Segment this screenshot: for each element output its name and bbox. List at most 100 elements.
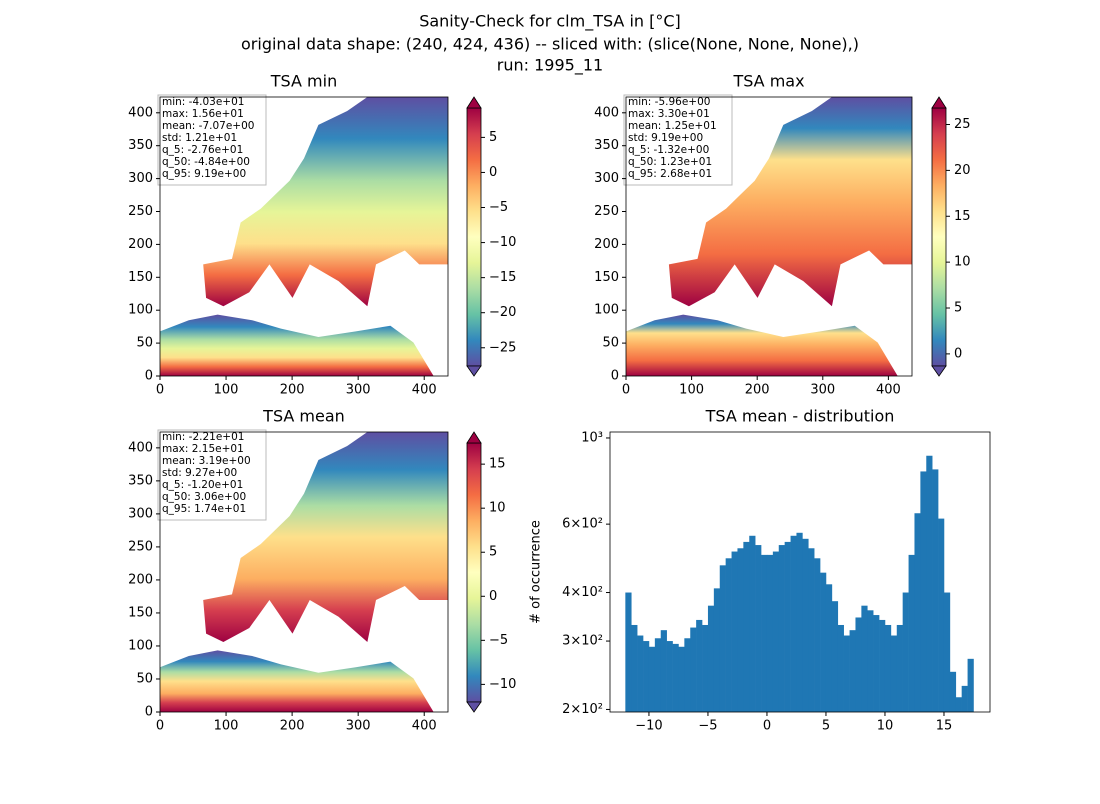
colorbar: [466, 107, 482, 367]
stats-line: std: 9.19e+00: [628, 132, 703, 144]
stats-line: q_50: 1.23e+01: [628, 156, 712, 168]
bar: [961, 685, 968, 712]
colorbar-tick-label: 0: [489, 589, 497, 604]
bar: [955, 697, 962, 712]
y-tick-label: 100: [128, 303, 153, 318]
suptitle: run: 1995_11: [497, 56, 603, 76]
colorbar-tick-label: 5: [489, 545, 497, 560]
colorbar-extend: [931, 365, 947, 377]
x-tick-label: 15: [936, 719, 953, 734]
y-tick-label: 250: [128, 204, 153, 219]
bar: [678, 646, 685, 712]
colorbar-tick-label: 15: [954, 209, 971, 224]
bar: [802, 538, 809, 712]
y-tick-label: 4×10²: [562, 585, 603, 600]
axes-frame: [159, 431, 449, 713]
stats-line: mean: -7.07e+00: [162, 120, 254, 132]
colorbar-tick-label: −10: [489, 235, 516, 250]
bar: [855, 617, 862, 712]
land-area: [160, 314, 434, 376]
bar: [938, 518, 945, 712]
x-tick-label: 200: [280, 383, 305, 398]
y-tick-label: 300: [128, 506, 153, 521]
stats-line: std: 1.21e+01: [162, 132, 237, 144]
x-tick-label: 300: [346, 383, 371, 398]
axes-frame: [159, 96, 449, 377]
stats-line: q_5: -2.76e+01: [162, 144, 243, 156]
bar: [873, 615, 880, 712]
bar: [707, 605, 715, 712]
bar: [766, 554, 774, 712]
bar: [890, 635, 898, 712]
colorbar-extend: [466, 701, 482, 713]
y-tick-label: 250: [128, 539, 153, 554]
bar: [825, 584, 833, 712]
x-tick-label: 400: [412, 719, 437, 734]
stats-line: q_50: -4.84e+00: [162, 156, 250, 168]
x-tick-label: 0: [763, 719, 771, 734]
y-tick-label: 350: [128, 473, 153, 488]
stats-line: q_95: 1.74e+01: [162, 503, 246, 515]
bar: [902, 592, 909, 712]
axes-frame: [609, 431, 991, 713]
colorbar-tick-label: −10: [489, 677, 516, 692]
stats-box: [623, 94, 733, 186]
y-tick-label: 150: [128, 605, 153, 620]
bar: [784, 541, 791, 712]
x-tick-label: 0: [156, 719, 164, 734]
bar: [702, 624, 709, 712]
y-tick-label: 350: [128, 138, 153, 153]
x-tick-label: 100: [214, 383, 239, 398]
bar: [690, 627, 697, 712]
bar: [820, 572, 827, 712]
y-tick-label: 10³: [581, 430, 603, 445]
land-area: [668, 97, 912, 307]
suptitle: original data shape: (240, 424, 436) -- …: [241, 35, 859, 54]
x-tick-label: −5: [698, 719, 717, 734]
land-area: [203, 97, 448, 307]
colorbar-tick-label: −25: [489, 340, 516, 355]
colorbar-extend: [931, 96, 947, 109]
stats-line: max: 2.15e+01: [162, 443, 244, 455]
y-tick-label: 100: [594, 303, 619, 318]
bar: [849, 630, 856, 712]
colorbar-tick-label: 20: [954, 163, 971, 178]
y-tick-label: 300: [594, 171, 619, 186]
x-tick-label: 200: [745, 383, 770, 398]
bar: [666, 641, 673, 712]
x-tick-label: 400: [412, 383, 437, 398]
bar: [926, 455, 933, 712]
bar: [648, 646, 656, 712]
bar: [737, 548, 744, 712]
colorbar-tick-label: 25: [954, 117, 971, 132]
bar: [790, 535, 797, 712]
y-tick-label: 200: [128, 572, 153, 587]
land-area: [626, 314, 898, 376]
bar: [932, 469, 939, 712]
x-tick-label: 300: [810, 383, 835, 398]
x-tick-label: −10: [635, 719, 662, 734]
stats-box: [157, 429, 267, 521]
bar: [743, 541, 750, 712]
suptitle: Sanity-Check for clm_TSA in [°C]: [419, 12, 681, 32]
stats-line: max: 1.56e+01: [162, 108, 244, 120]
bar: [861, 605, 868, 712]
colorbar-tick-label: 5: [954, 301, 962, 316]
bar: [896, 624, 903, 712]
colorbar-tick-label: 10: [954, 255, 971, 270]
stats-line: q_5: -1.20e+01: [162, 479, 243, 491]
y-tick-label: 400: [128, 440, 153, 455]
bar: [867, 610, 874, 712]
colorbar-tick-label: 0: [489, 165, 497, 180]
colorbar-tick-label: −5: [489, 200, 508, 215]
bar: [837, 624, 844, 712]
x-tick-label: 400: [876, 383, 901, 398]
land-area: [203, 432, 448, 642]
stats-line: q_5: -1.32e+00: [628, 144, 709, 156]
y-tick-label: 400: [594, 105, 619, 120]
x-tick-label: 0: [622, 383, 630, 398]
bar: [796, 532, 803, 712]
bar: [684, 638, 691, 712]
